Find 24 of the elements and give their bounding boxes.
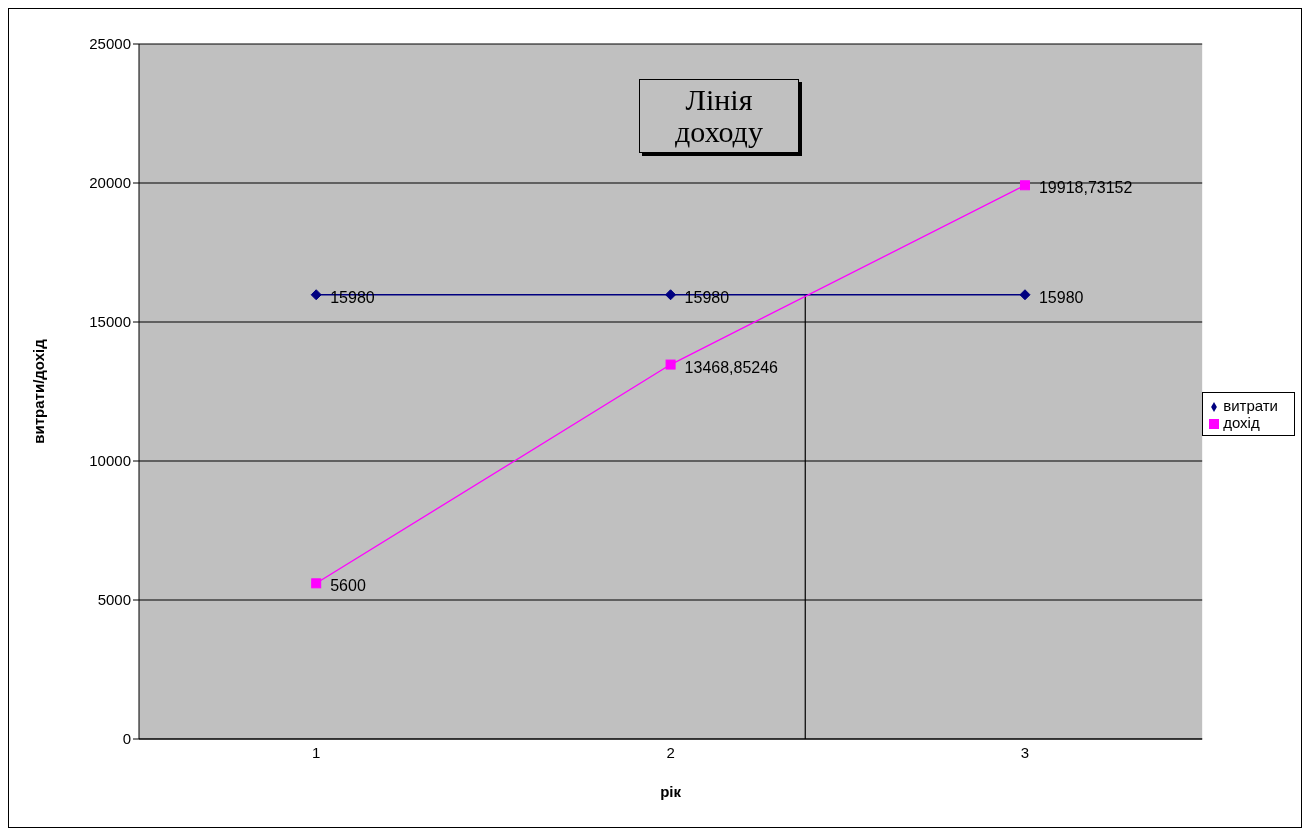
y-tick-label: 5000 (97, 591, 131, 609)
point (311, 578, 322, 589)
point (665, 289, 677, 301)
x-tick-label: 3 (1020, 743, 1030, 761)
y-tick-label: 20000 (89, 174, 131, 192)
point (1019, 180, 1030, 191)
x-tick-label: 2 (666, 743, 675, 761)
point (1019, 289, 1031, 301)
x-tick-label: 1 (312, 743, 321, 761)
point (310, 289, 322, 301)
y-tick-label: 25000 (89, 35, 131, 53)
y-axis-title: витрати/дохід (30, 338, 48, 444)
data-label: 19918,73152 (1038, 179, 1133, 197)
y-tick-label: 15000 (89, 313, 131, 331)
legend-label: витрати (1223, 397, 1278, 414)
point (665, 359, 676, 370)
y-tick-label: 10000 (89, 452, 131, 470)
data-label: 5600 (330, 577, 366, 595)
legend-label: дохід (1223, 414, 1260, 431)
text: Лінія доходу (639, 79, 799, 153)
x-axis-title: рік (660, 783, 682, 800)
data-label: 15980 (1038, 288, 1084, 306)
data-label: 13468,85246 (684, 358, 779, 376)
y-tick-label: 0 (122, 730, 131, 748)
